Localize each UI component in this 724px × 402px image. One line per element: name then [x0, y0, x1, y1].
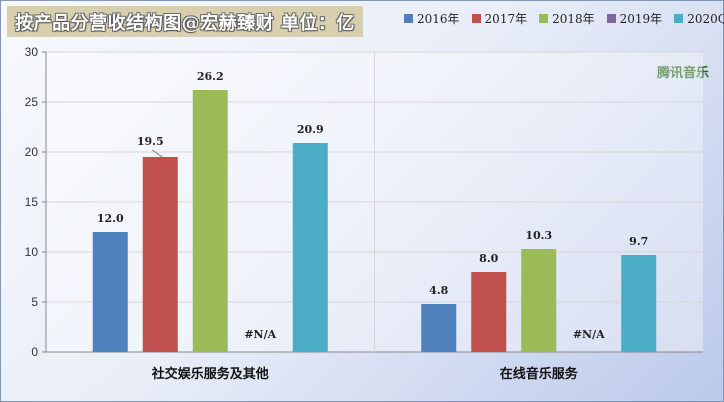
y-tick-label: 0 [31, 345, 38, 359]
data-label: 4.8 [429, 284, 448, 297]
legend-item: 2019年 [606, 10, 663, 27]
y-tick-label: 25 [25, 95, 39, 109]
data-label: 12.0 [97, 212, 124, 225]
legend-label: 2017年 [484, 12, 528, 26]
bar [471, 272, 507, 352]
bar [421, 304, 457, 352]
chart-title: 按产品分营收结构图@宏赫臻财 单位：亿 [15, 12, 355, 34]
legend-swatch [606, 14, 616, 23]
data-label: #N/A [573, 328, 605, 341]
bar [92, 232, 128, 352]
data-label: 9.7 [629, 235, 648, 248]
y-tick-label: 30 [25, 45, 39, 59]
data-label: 26.2 [197, 70, 224, 83]
data-label: 10.3 [525, 229, 552, 242]
legend-label: 2020Q3 [687, 11, 724, 26]
legend-label: 2018年 [552, 12, 595, 26]
legend-swatch [539, 14, 549, 23]
y-tick-label: 10 [25, 245, 39, 259]
legend-label: 2019年 [619, 12, 663, 26]
legend: 2016年 2017年 2018年 2019年 2020Q3 [404, 10, 724, 27]
legend-item: 2018年 [539, 10, 595, 27]
bar [192, 90, 228, 352]
legend-label: 2016年 [417, 12, 460, 26]
data-label: 19.5 [137, 135, 164, 148]
bar [292, 143, 328, 352]
legend-item: 2016年 [404, 10, 460, 27]
legend-item: 2017年 [471, 10, 528, 27]
legend-swatch [471, 14, 481, 23]
bar [621, 255, 657, 352]
bar [142, 157, 178, 352]
data-label: #N/A [244, 328, 276, 341]
legend-item: 2020Q3 [674, 12, 724, 26]
chart-title-box: 按产品分营收结构图@宏赫臻财 单位：亿 [7, 6, 363, 37]
legend-swatch [674, 14, 684, 23]
y-tick-label: 15 [25, 195, 39, 209]
data-label: 8.0 [479, 252, 498, 265]
watermark-label: 腾讯音乐 [657, 62, 709, 81]
bar [521, 249, 557, 352]
y-tick-label: 5 [31, 295, 38, 309]
leader-line [151, 149, 163, 158]
y-tick-label: 20 [25, 145, 39, 159]
data-label: 20.9 [297, 123, 324, 136]
category-label: 在线音乐服务 [500, 366, 579, 382]
legend-swatch [404, 14, 413, 23]
category-label: 社交娱乐服务及其他 [151, 366, 269, 382]
